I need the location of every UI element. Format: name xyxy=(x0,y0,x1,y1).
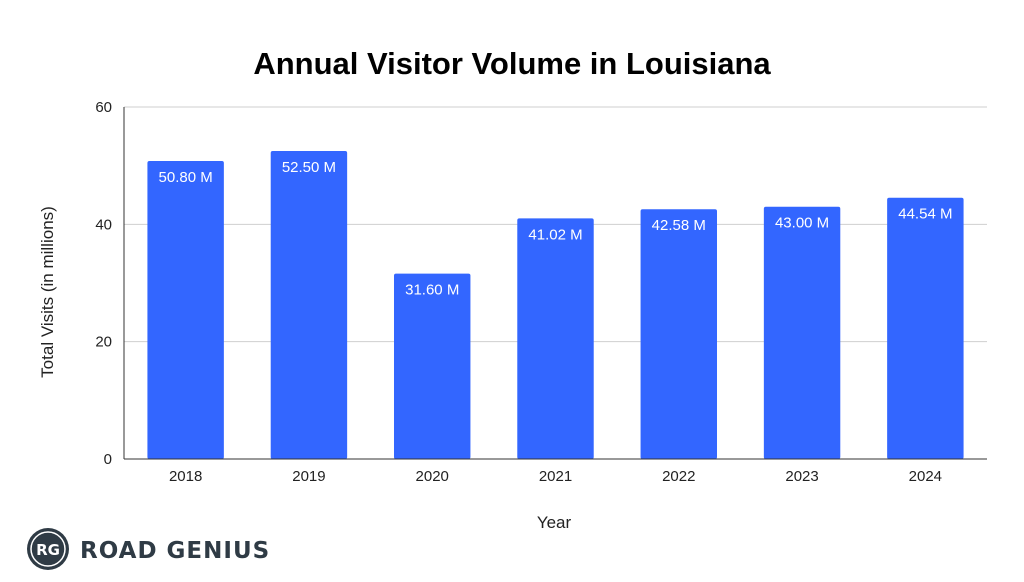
logo-circle xyxy=(27,528,69,570)
bar-data-label: 42.58 M xyxy=(652,217,706,234)
bar-2024 xyxy=(887,197,964,459)
logo-ring xyxy=(30,531,66,567)
y-axis-ticks: 0 20 40 60 xyxy=(95,99,112,468)
bar-data-label: 43.00 M xyxy=(775,215,829,232)
bar-data-label: 50.80 M xyxy=(159,169,213,186)
bar-2020 xyxy=(393,273,471,459)
y-tick-label: 40 xyxy=(95,216,112,233)
x-tick-label: 2018 xyxy=(169,468,202,485)
x-tick-label: 2020 xyxy=(416,468,449,485)
bar-2022 xyxy=(640,209,718,459)
chart-title: Annual Visitor Volume in Louisiana xyxy=(253,46,771,81)
x-tick-label: 2023 xyxy=(785,468,818,485)
bar-data-label: 44.54 M xyxy=(898,206,952,223)
y-tick-label: 20 xyxy=(95,334,112,351)
x-axis-label: Year xyxy=(537,513,572,532)
bar-data-label: 41.02 M xyxy=(528,226,582,243)
brand-name: ROAD GENIUS xyxy=(80,538,270,564)
y-axis-label: Total Visits (in millions) xyxy=(38,206,57,378)
bar-data-label: 31.60 M xyxy=(405,282,459,299)
brand-logo: RG ROAD GENIUS xyxy=(27,528,270,570)
x-tick-label: 2022 xyxy=(662,468,695,485)
bars: 50.80 M 52.50 M 31.60 M 41.02 M 42.58 M 43.00… xyxy=(147,151,964,459)
bar-data-label: 52.50 M xyxy=(282,159,336,176)
x-tick-label: 2024 xyxy=(909,468,942,485)
x-tick-label: 2019 xyxy=(292,468,325,485)
y-tick-label: 60 xyxy=(95,99,112,116)
bar-2021 xyxy=(517,218,594,459)
y-tick-label: 0 xyxy=(104,451,112,468)
bar-2019 xyxy=(270,151,348,459)
x-tick-label: 2021 xyxy=(539,468,572,485)
logo-initials: RG xyxy=(36,541,60,559)
bar-2018 xyxy=(147,160,224,459)
x-axis-ticks: 2018 2019 2020 2021 2022 2023 2024 xyxy=(169,468,942,485)
bar-2023 xyxy=(763,206,841,459)
